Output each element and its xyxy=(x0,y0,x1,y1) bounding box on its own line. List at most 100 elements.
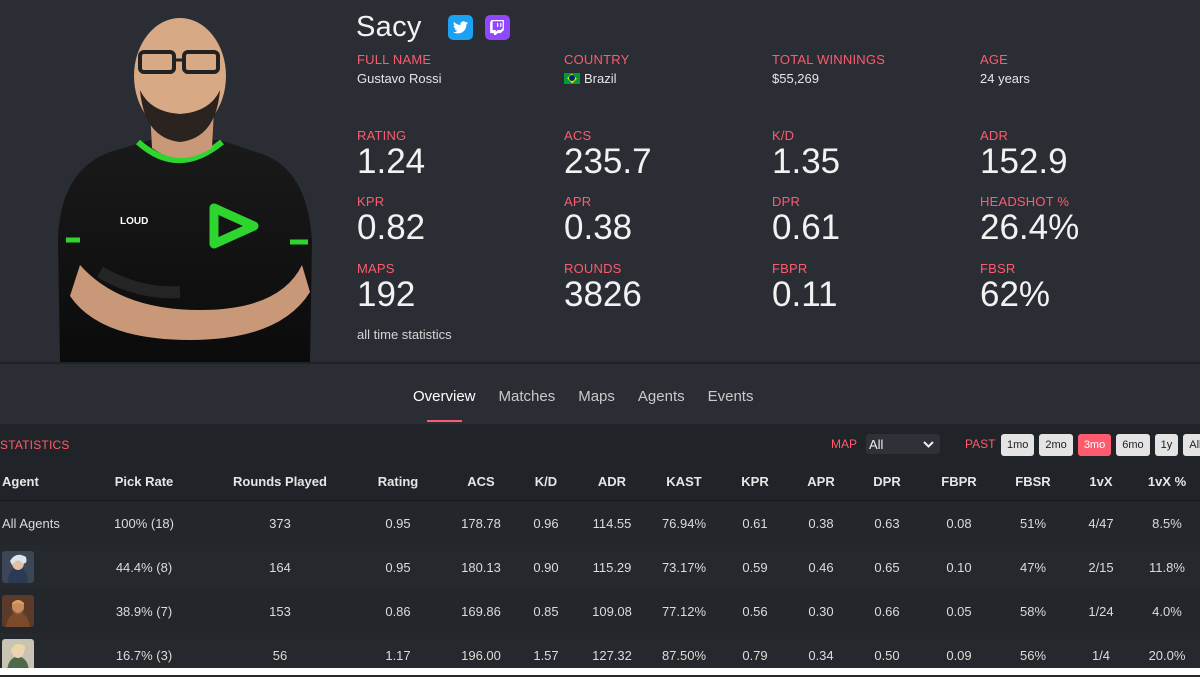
stat-maps: MAPS 192 xyxy=(357,261,557,314)
table-cell: 0.08 xyxy=(946,515,972,531)
table-cell: 77.12% xyxy=(661,603,707,619)
twitter-icon[interactable] xyxy=(447,14,473,40)
column-header[interactable]: FBSR xyxy=(998,462,1068,501)
table-cell: 153 xyxy=(269,603,291,619)
period-3mo-button[interactable]: 3mo xyxy=(1077,434,1112,456)
table-cell: 2/15 xyxy=(1088,559,1114,575)
table-cell: 0.30 xyxy=(808,603,834,619)
table-cell: 0.59 xyxy=(742,559,768,575)
twitch-icon[interactable] xyxy=(484,14,510,40)
table-cell: 0.96 xyxy=(533,515,559,531)
table-cell: 0.56 xyxy=(742,603,768,619)
stat-rating: RATING 1.24 xyxy=(357,128,557,181)
table-cell: 20.0% xyxy=(1148,647,1186,663)
column-header[interactable]: KPR xyxy=(722,462,788,501)
stat-label: K/D xyxy=(772,128,795,143)
agent-name: All Agents xyxy=(2,515,60,531)
table-cell: 0.10 xyxy=(946,559,972,575)
stat-value: 0.61 xyxy=(772,208,841,247)
column-header[interactable]: 1vX % xyxy=(1134,462,1200,501)
stat-value: 0.38 xyxy=(564,208,633,247)
table-cell: 73.17% xyxy=(661,559,707,575)
period-6mo-button[interactable]: 6mo xyxy=(1116,434,1150,456)
column-header[interactable]: FBPR xyxy=(920,462,998,501)
table-cell: 76.94% xyxy=(661,515,707,531)
stat-kpr: KPR 0.82 xyxy=(357,194,557,247)
table-cell: 0.79 xyxy=(742,647,768,663)
tab-matches[interactable]: Matches xyxy=(498,388,556,405)
table-cell: 87.50% xyxy=(661,647,707,663)
table-cell: 0.65 xyxy=(874,559,900,575)
table-cell: 169.86 xyxy=(461,603,501,619)
column-header[interactable]: Rating xyxy=(348,462,448,501)
stat-label: ADR xyxy=(980,128,1009,143)
stat-label: HEADSHOT % xyxy=(980,194,1070,209)
column-header[interactable]: ACS xyxy=(448,462,514,501)
stat-label: FBSR xyxy=(980,261,1016,276)
column-header[interactable]: APR xyxy=(788,462,854,501)
period-1mo-button[interactable]: 1mo xyxy=(1001,434,1035,456)
tab-maps[interactable]: Maps xyxy=(578,388,615,405)
chevron-down-icon xyxy=(923,440,934,448)
table-cell: 0.63 xyxy=(874,515,900,531)
stat-label: FBPR xyxy=(772,261,808,276)
stat-value: 26.4% xyxy=(980,208,1080,247)
column-header[interactable]: 1vX xyxy=(1068,462,1134,501)
column-header[interactable]: DPR xyxy=(854,462,920,501)
tab-overview[interactable]: Overview xyxy=(413,388,476,422)
page-bottom-edge xyxy=(0,668,1200,675)
period-all-button[interactable]: All xyxy=(1183,434,1200,456)
all-time-note: all time statistics xyxy=(357,327,452,342)
brazil-flag-icon xyxy=(564,73,580,84)
stat-rounds: ROUNDS 3826 xyxy=(564,261,764,314)
stat-headshot: HEADSHOT % 26.4% xyxy=(980,194,1180,247)
player-profile-panel: LOUD Sacy FULL NAME Gustavo Rossi COUNTR… xyxy=(0,0,1200,362)
player-name: Sacy xyxy=(356,10,422,43)
table-cell: 0.90 xyxy=(533,559,559,575)
map-select-value: All xyxy=(869,436,884,452)
skye-agent-icon xyxy=(2,639,34,671)
table-cell: 100% (18) xyxy=(114,515,174,531)
map-select[interactable]: All xyxy=(866,434,940,454)
period-filter: 1mo 2mo 3mo 6mo 1y All xyxy=(1001,434,1200,456)
tab-list: Overview Matches Maps Agents Events xyxy=(413,388,754,422)
period-1y-button[interactable]: 1y xyxy=(1154,434,1179,456)
country-label: COUNTRY xyxy=(564,52,630,67)
agent-cell xyxy=(0,545,76,589)
column-header[interactable]: Pick Rate xyxy=(76,462,212,501)
player-name-row: Sacy xyxy=(356,10,510,44)
stat-value: 0.11 xyxy=(772,275,838,314)
full-name-value: Gustavo Rossi xyxy=(357,71,442,86)
tab-bar: Overview Matches Maps Agents Events xyxy=(0,362,1200,424)
table-cell: 0.38 xyxy=(808,515,834,531)
table-cell: 1/24 xyxy=(1088,603,1114,619)
stat-fbsr: FBSR 62% xyxy=(980,261,1180,314)
table-cell: 8.5% xyxy=(1152,515,1182,531)
stat-dpr: DPR 0.61 xyxy=(772,194,972,247)
table-cell: 58% xyxy=(1019,603,1047,619)
winnings-label: TOTAL WINNINGS xyxy=(772,52,886,67)
period-2mo-button[interactable]: 2mo xyxy=(1039,434,1073,456)
table-cell: 0.46 xyxy=(808,559,834,575)
tab-events[interactable]: Events xyxy=(707,388,754,405)
winnings-value: $55,269 xyxy=(772,71,819,86)
country-value: Brazil xyxy=(584,71,617,86)
column-header[interactable]: Agent xyxy=(0,462,76,501)
table-cell: 1/4 xyxy=(1091,647,1111,663)
table-cell: 109.08 xyxy=(592,603,632,619)
stat-value: 152.9 xyxy=(980,142,1068,181)
column-header[interactable]: KAST xyxy=(646,462,722,501)
table-cell: 0.95 xyxy=(385,515,411,531)
tab-agents[interactable]: Agents xyxy=(637,388,685,405)
table-cell: 0.85 xyxy=(533,603,559,619)
column-header[interactable]: Rounds Played xyxy=(212,462,348,501)
sova-agent-icon xyxy=(2,551,34,583)
table-cell: 11.8% xyxy=(1149,559,1185,575)
stat-value: 1.35 xyxy=(772,142,841,181)
column-header[interactable]: ADR xyxy=(578,462,646,501)
table-cell: 44.4% (8) xyxy=(115,559,173,575)
statistics-section: STATISTICS MAP All PAST 1mo 2mo 3mo 6mo … xyxy=(0,424,1200,677)
column-header[interactable]: K/D xyxy=(514,462,578,501)
table-cell: 178.78 xyxy=(461,515,501,531)
stat-acs: ACS 235.7 xyxy=(564,128,764,181)
